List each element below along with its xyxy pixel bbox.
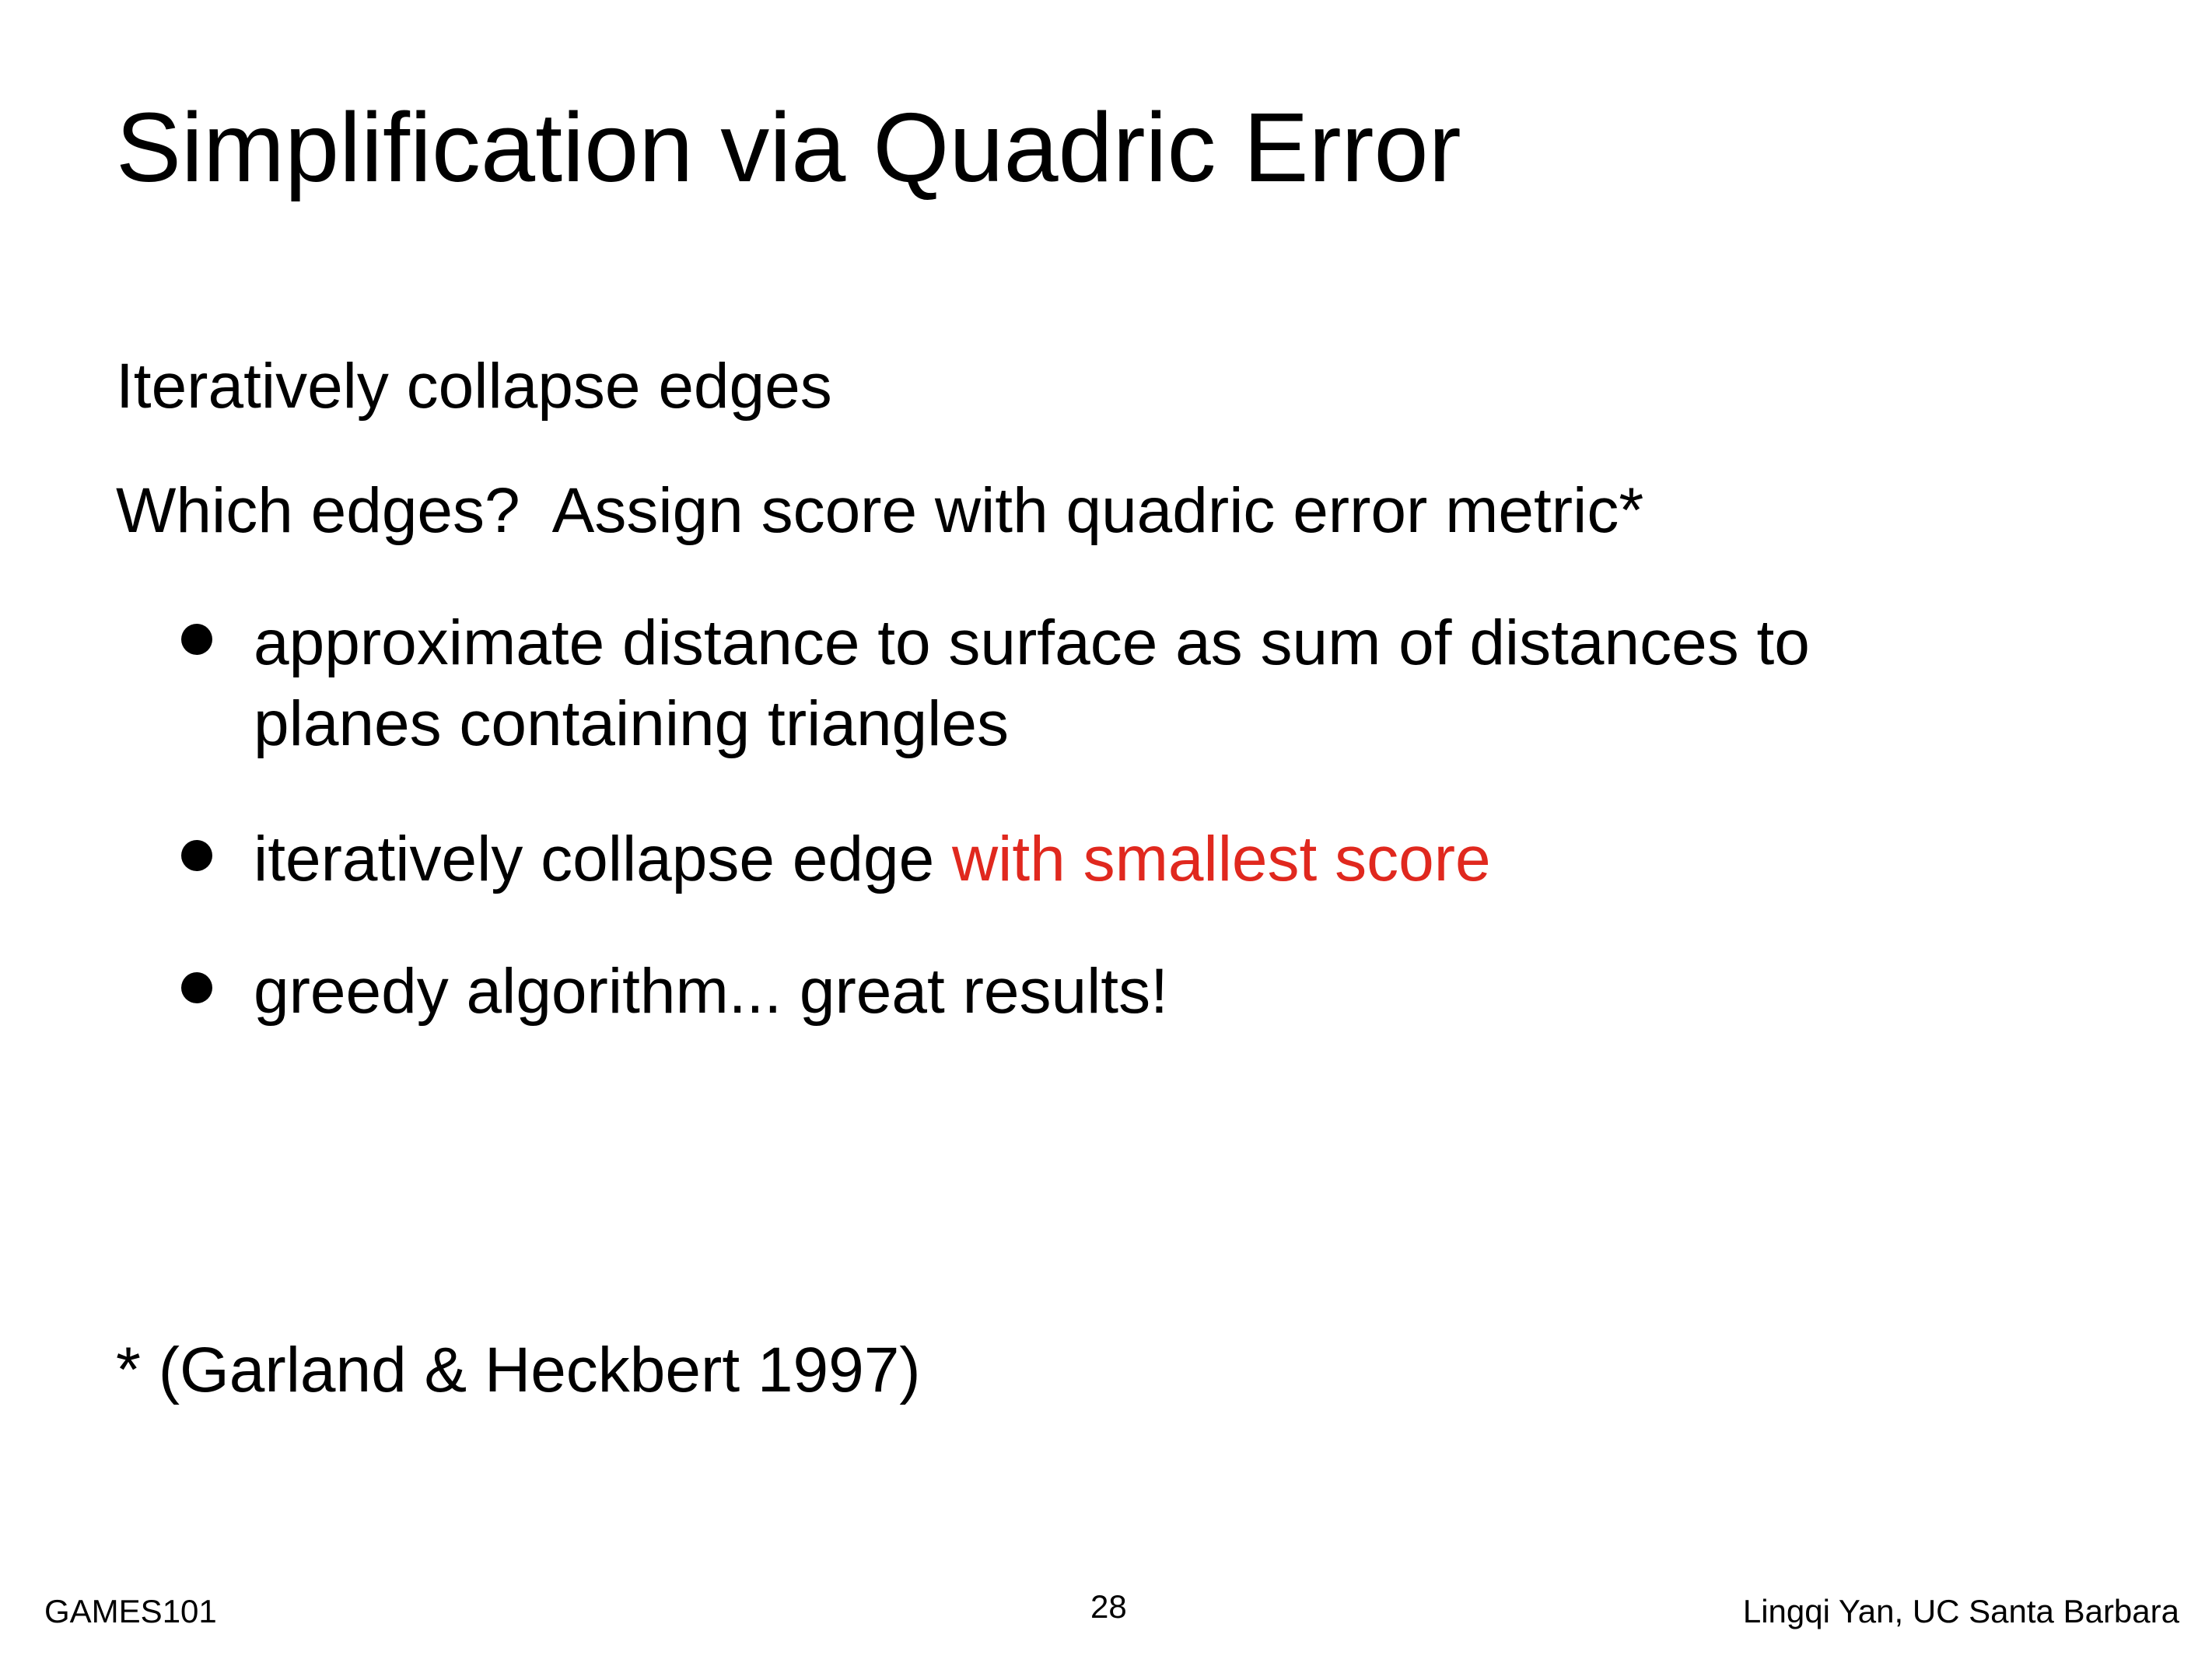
bullet-text-line: approximate distance to surface as sum o… bbox=[254, 607, 1810, 678]
bullet-dot-icon bbox=[181, 840, 212, 871]
bullet-text: iteratively collapse edge bbox=[254, 824, 952, 894]
bullet-text-line: planes containing triangles bbox=[254, 688, 1009, 759]
footer-course: GAMES101 bbox=[44, 1593, 217, 1629]
bullet-approximate-distance: approximate distance to surface as sum o… bbox=[254, 600, 1810, 767]
highlight-text: with smallest score bbox=[951, 824, 1491, 894]
footer-page-number: 28 bbox=[1090, 1588, 1127, 1625]
slide-title: Simplification via Quadric Error bbox=[116, 93, 1461, 202]
body-line-which-edges: Which edges? Assign score with quadric e… bbox=[116, 475, 1644, 546]
footnote-citation: * (Garland & Heckbert 1997) bbox=[116, 1335, 921, 1405]
bullet-collapse-smallest: iteratively collapse edge with smallest … bbox=[254, 817, 1491, 902]
footer-author: Lingqi Yan, UC Santa Barbara bbox=[1742, 1593, 2179, 1629]
body-line-collapse-edges: Iteratively collapse edges bbox=[116, 351, 832, 422]
bullet-dot-icon bbox=[181, 972, 212, 1003]
bullet-greedy-algorithm: greedy algorithm... great results! bbox=[254, 956, 1168, 1027]
bullet-dot-icon bbox=[181, 624, 212, 655]
